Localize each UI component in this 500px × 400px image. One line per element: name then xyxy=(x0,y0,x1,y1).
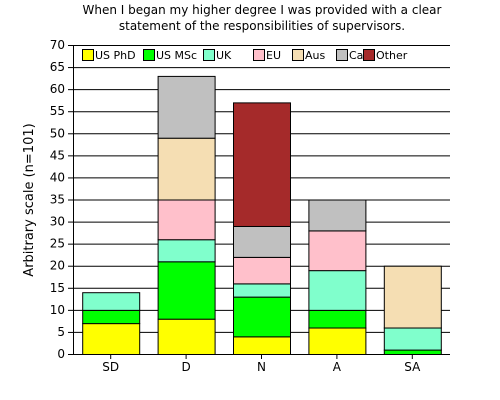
x-tick-label: N xyxy=(257,360,266,374)
bar-segment-sd-us-phd xyxy=(82,323,141,356)
bar-segment-sd-uk xyxy=(82,292,141,311)
bar-segment-n-other xyxy=(233,102,291,227)
legend-label: EU xyxy=(266,49,281,62)
legend-label: Ca xyxy=(349,49,363,62)
x-tick-label: SD xyxy=(102,360,119,374)
legend-swatch xyxy=(292,49,304,61)
y-tick-label: 45 xyxy=(50,148,65,162)
legend-swatch xyxy=(253,49,265,61)
bar-segment-a-us-phd xyxy=(308,327,367,355)
axes: 0 5 10 15 20 25 30 35 40 45 50 55 60 65 70 SD D N A SA xyxy=(50,38,450,374)
legend-swatch xyxy=(336,49,348,61)
legend-label: Aus xyxy=(305,49,325,62)
legend-label: UK xyxy=(216,49,232,62)
bar-segment-n-eu xyxy=(233,256,291,285)
bar-segment-sa-us-msc xyxy=(383,349,442,356)
y-axis-label: Arbitrary scale (n=101) xyxy=(22,123,37,276)
y-tick-label: 50 xyxy=(50,126,65,140)
bar-segment-a-uk xyxy=(308,270,367,311)
legend-swatch xyxy=(143,49,155,61)
legend-swatch xyxy=(82,49,94,61)
y-tick-label: 55 xyxy=(50,104,65,118)
y-tick-label: 35 xyxy=(50,193,65,207)
bar-segment-n-us-phd xyxy=(233,336,291,356)
y-tick-label: 60 xyxy=(50,82,65,96)
bar-segment-d-eu xyxy=(157,199,216,241)
y-tick-label: 15 xyxy=(50,281,65,295)
chart-title-line-1: When I began my higher degree I was prov… xyxy=(83,3,442,17)
bar-segment-d-uk xyxy=(157,239,216,263)
bars xyxy=(82,75,442,356)
y-tick-label: 25 xyxy=(50,237,65,251)
bar-segment-d-us-msc xyxy=(157,261,216,320)
x-tick-label: A xyxy=(333,360,342,374)
y-tick-label: 65 xyxy=(50,60,65,74)
y-tick-label: 5 xyxy=(57,325,65,339)
bar-segment-sa-aus xyxy=(383,265,442,329)
legend-label: US PhD xyxy=(95,49,136,62)
legend-swatch xyxy=(363,49,375,61)
legend-label: US MSc xyxy=(156,49,197,62)
bar-segment-n-uk xyxy=(233,283,291,298)
y-tick-label: 0 xyxy=(57,347,65,361)
bar-segment-a-eu xyxy=(308,230,367,272)
y-tick-label: 10 xyxy=(50,303,65,317)
x-tick-label: SA xyxy=(404,360,421,374)
bar-segment-sa-uk xyxy=(383,327,442,351)
y-tick-label: 20 xyxy=(50,259,65,273)
legend: US PhD US MSc UK EU Aus Ca Other xyxy=(82,49,408,62)
bar-segment-n-ca xyxy=(233,225,291,258)
bar-segment-d-us-phd xyxy=(157,318,216,355)
bar-segment-d-aus xyxy=(157,137,216,201)
y-tick-label: 40 xyxy=(50,170,65,184)
x-tick-label: D xyxy=(181,360,190,374)
bar-segment-sd-us-msc xyxy=(82,309,141,325)
bar-segment-a-ca xyxy=(308,199,367,232)
legend-label: Other xyxy=(376,49,408,62)
bar-segment-a-us-msc xyxy=(308,309,367,329)
chart-title-line-2: statement of the responsibilities of sup… xyxy=(119,19,405,33)
legend-swatch xyxy=(203,49,215,61)
bar-segment-n-us-msc xyxy=(233,296,291,338)
y-tick-label: 30 xyxy=(50,215,65,229)
y-tick-label: 70 xyxy=(50,38,65,52)
bar-segment-d-ca xyxy=(157,75,216,139)
